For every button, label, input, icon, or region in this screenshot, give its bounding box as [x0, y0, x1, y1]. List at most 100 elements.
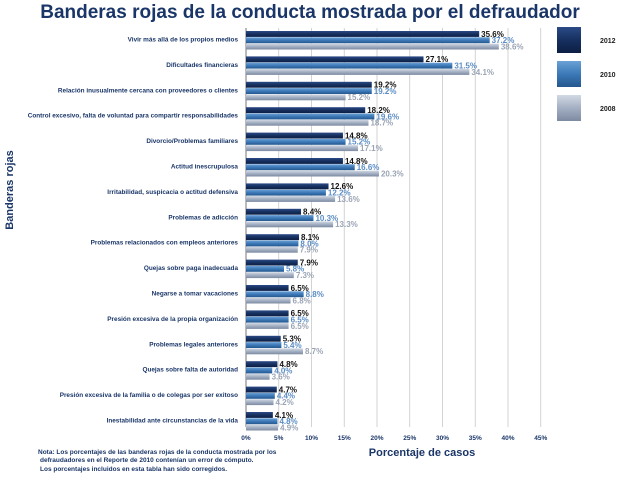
data-label-2010: 8.8% — [306, 290, 324, 299]
data-label-2008: 8.7% — [305, 347, 323, 356]
footnote-line: Los porcentajes incluidos en esta tabla … — [40, 465, 228, 473]
bar-2012 — [246, 81, 372, 88]
category-label: Negarse a tomar vacaciones — [152, 291, 239, 298]
bar-2012 — [246, 285, 289, 291]
data-label-2008: 7.9% — [300, 246, 318, 255]
data-label-2012: 5.3% — [283, 335, 301, 344]
data-label-2010: 5.4% — [283, 341, 301, 350]
category-label: Quejas sobre falta de autoridad — [142, 367, 238, 374]
data-label-2008: 18.7% — [370, 119, 393, 128]
data-label-2012: 18.2% — [367, 106, 390, 115]
legend-label: 2012 — [600, 38, 616, 45]
data-label-2010: 31.5% — [454, 62, 477, 71]
bar-2008 — [246, 272, 294, 279]
bar-2008 — [246, 170, 379, 177]
bar-2010 — [246, 392, 275, 399]
data-label-2010: 4.8% — [279, 417, 297, 426]
x-tick-label: 40% — [501, 435, 514, 442]
category-label: Quejas sobre paga inadecuada — [144, 265, 239, 272]
data-label-2010: 16.6% — [357, 163, 380, 172]
bar-2008 — [246, 297, 291, 304]
bar-2012 — [246, 234, 300, 241]
data-label-2010: 6.5% — [291, 316, 309, 325]
data-label-2008: 13.3% — [335, 220, 358, 229]
bar-2008 — [246, 348, 303, 355]
bar-2012 — [246, 56, 424, 63]
bar-2010 — [246, 291, 304, 298]
category-label: Relación inusualmente cercana con provee… — [58, 87, 239, 94]
bar-2010 — [246, 88, 372, 94]
bar-2010 — [246, 62, 453, 69]
category-label: Irritabilidad, suspicacia o actitud defe… — [107, 189, 238, 196]
bar-2012 — [246, 361, 278, 368]
category-label: Inestabilidad ante circunstancias de la … — [107, 418, 239, 425]
footnote: Nota: Los porcentajes de las banderas ro… — [38, 449, 276, 474]
data-label-2008: 17.1% — [360, 144, 383, 153]
bar-2008 — [246, 119, 369, 126]
data-label-2012: 4.1% — [275, 411, 293, 420]
data-label-2008: 20.3% — [381, 169, 404, 178]
bar-2008 — [246, 373, 270, 380]
bar-2010 — [246, 418, 278, 425]
bar-2010 — [246, 240, 299, 247]
data-label-2008: 6.5% — [291, 322, 309, 331]
bar-2012 — [246, 158, 343, 164]
category-label: Vivir más allá de los propios medios — [128, 37, 239, 44]
data-label-2012: 8.4% — [303, 208, 321, 217]
category-label: Problemas legales anteriores — [149, 341, 238, 348]
data-label-2008: 3.6% — [272, 373, 290, 382]
bar-2008 — [246, 246, 298, 253]
bar-2010 — [246, 342, 282, 348]
legend-swatch-2008 — [557, 95, 581, 121]
bar-2010 — [246, 113, 375, 120]
category-label: Actitud inescrupulosa — [171, 164, 239, 171]
data-label-2012: 4.7% — [279, 385, 297, 394]
data-label-2012: 7.9% — [300, 258, 318, 267]
bar-2008 — [246, 221, 334, 228]
category-label: Control excesivo, falta de voluntad para… — [28, 113, 239, 120]
category-label: Problemas de adicción — [168, 214, 238, 221]
data-label-2010: 37.2% — [492, 36, 515, 45]
data-label-2008: 15.2% — [348, 93, 371, 102]
x-tick-label: 20% — [370, 435, 383, 442]
data-label-2010: 15.2% — [348, 138, 371, 147]
footnote-line: defraudadores en el Reporte de 2010 cont… — [40, 457, 254, 465]
bar-2008 — [246, 43, 499, 50]
x-tick-label: 10% — [305, 435, 318, 442]
bar-2010 — [246, 189, 326, 196]
legend-label: 2008 — [600, 106, 616, 113]
bar-2012 — [246, 208, 302, 215]
bar-2008 — [246, 399, 274, 406]
category-label: Dificultades financieras — [166, 62, 238, 69]
bar-2010 — [246, 164, 355, 171]
data-label-2012: 27.1% — [426, 55, 449, 64]
category-label: Divorcio/Problemas familiares — [146, 138, 238, 145]
data-label-2008: 38.6% — [501, 42, 524, 51]
data-label-2012: 12.6% — [331, 182, 354, 191]
data-label-2010: 10.3% — [315, 214, 338, 223]
bar-2010 — [246, 367, 273, 374]
data-label-2010: 8.0% — [300, 239, 318, 248]
data-label-2012: 19.2% — [374, 81, 397, 90]
data-label-2008: 7.3% — [296, 271, 314, 280]
bar-2012 — [246, 335, 281, 342]
bar-2008 — [246, 145, 359, 152]
data-label-2012: 4.8% — [279, 360, 297, 369]
category-label: Presión excesiva de la familia o de cole… — [60, 392, 238, 399]
bar-2010 — [246, 138, 346, 145]
data-label-2010: 4.4% — [277, 392, 295, 401]
legend-swatch-2012 — [557, 27, 581, 53]
footnote-line: Nota: Los porcentajes de las banderas ro… — [38, 449, 277, 456]
x-tick-label: 35% — [469, 435, 482, 442]
x-axis-title: Porcentaje de casos — [369, 447, 475, 459]
bar-2012 — [246, 412, 273, 418]
bar-2008 — [246, 94, 346, 101]
bar-2008 — [246, 196, 336, 202]
bar-2012 — [246, 259, 298, 266]
data-label-2008: 13.6% — [337, 195, 360, 204]
data-label-2010: 5.8% — [286, 265, 304, 274]
bar-2012 — [246, 31, 480, 37]
x-tick-label: 30% — [436, 435, 449, 442]
data-label-2012: 8.1% — [301, 233, 319, 242]
bar-2012 — [246, 386, 277, 393]
